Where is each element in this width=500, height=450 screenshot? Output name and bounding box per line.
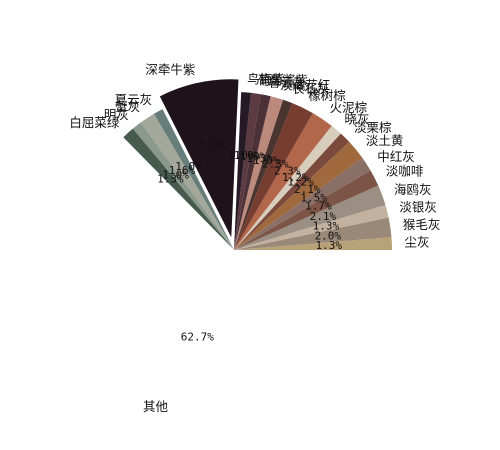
slice-percent-label: 62.7% [181,330,214,343]
slice-percent-label: 1.3% [157,173,184,186]
slice-label: 淡银灰 [399,200,437,215]
slice-label: 淡咖啡 [386,164,424,179]
slice-label: 尘灰 [404,235,429,250]
slice-label: 中红灰 [377,149,415,164]
slice-label: 淡土黄 [366,133,404,148]
slice-label: 猴毛灰 [403,217,441,232]
slice-percent-label: 8.2% [198,138,225,151]
slice-percent-label: 1.0% [228,148,255,161]
slice-label: 深牵牛紫 [145,62,195,77]
slice-label: 其他 [143,399,169,414]
slice-label: 白屈菜绿 [69,115,120,130]
pie-slices [76,79,392,408]
slice-label: 海鸥灰 [394,182,432,197]
slice-label: 鸟梅紫 [247,71,285,86]
